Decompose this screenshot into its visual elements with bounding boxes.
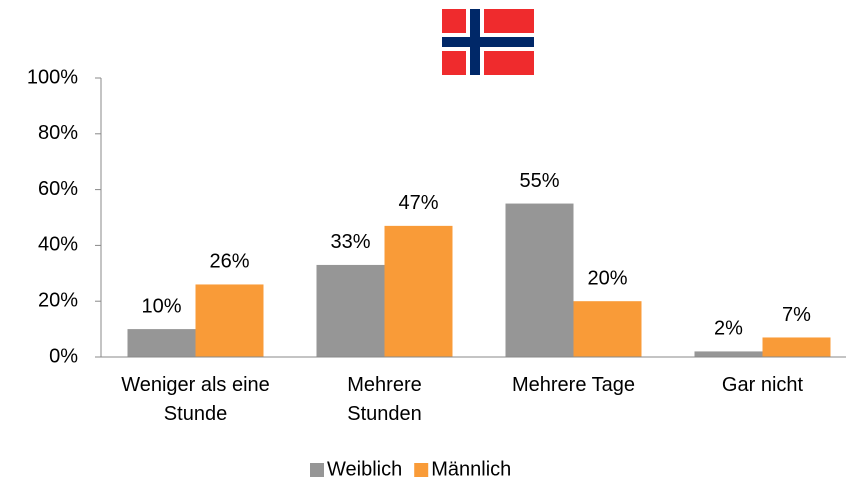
y-tick-label: 80% [38, 122, 78, 144]
bar [573, 301, 642, 357]
y-tick-label: 0% [49, 345, 78, 367]
x-tick-label: Gar nicht [721, 374, 804, 396]
value-label: 55% [519, 170, 559, 192]
bar [694, 351, 763, 357]
y-tick-label: 60% [38, 178, 78, 200]
x-tick-label: Mehrere Tage [511, 374, 636, 396]
y-tick-label: 100% [27, 66, 78, 88]
bar [762, 337, 831, 357]
value-label: 33% [330, 231, 370, 253]
flag-blue-h [442, 37, 534, 47]
y-tick-label: 40% [38, 234, 78, 256]
y-tick-label: 20% [38, 289, 78, 311]
value-label: 26% [209, 251, 249, 273]
bar [384, 225, 453, 357]
bar [316, 264, 385, 357]
legend-label: Weiblich [327, 458, 402, 480]
value-label: 47% [398, 192, 438, 214]
value-label: 10% [141, 295, 181, 317]
legend-swatch [310, 463, 324, 477]
flag-icon [442, 9, 534, 75]
value-label: 20% [587, 267, 627, 289]
x-tick-label: Mehrere Stunden [347, 374, 422, 425]
bar [127, 329, 196, 357]
x-tick-label: Weniger als eine Stunde [121, 374, 270, 425]
legend-label: Männlich [431, 458, 511, 480]
bar [195, 284, 264, 357]
bar [505, 203, 574, 357]
legend-swatch [414, 463, 429, 477]
value-label: 2% [714, 318, 743, 340]
value-label: 7% [782, 304, 811, 326]
